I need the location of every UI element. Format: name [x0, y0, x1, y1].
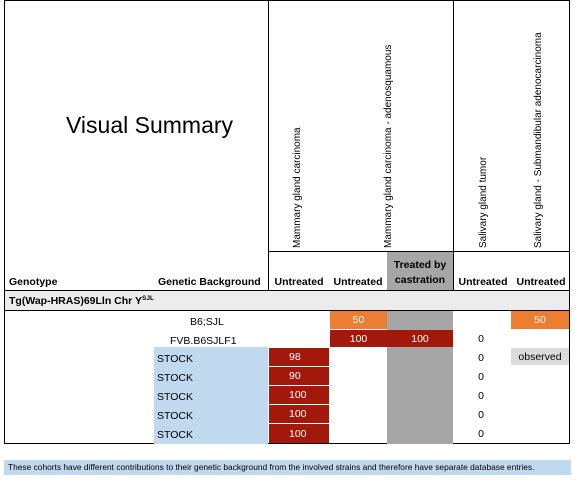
background-label: B6;SJL	[190, 316, 224, 328]
value-cell: 100	[269, 405, 329, 423]
value-cell: 0	[478, 409, 484, 421]
value-cell: 0	[478, 333, 484, 345]
genotype-row-band	[5, 291, 569, 310]
background-label: FVB.B6SJLF1	[170, 335, 237, 347]
footnote: These cohorts have different contributio…	[4, 460, 571, 475]
genotype-row-label: Tg(Wap-HRAS)69Lln Chr YSJL	[9, 295, 154, 307]
phenotype-label-mammary-carcinoma: Mammary gland carcinoma	[292, 127, 303, 248]
value-cell: 0	[478, 352, 484, 364]
genotype-row-line	[4, 310, 570, 311]
value-cell: 100	[330, 330, 387, 347]
background-label: STOCK	[157, 353, 193, 365]
genotype-name: Tg(Wap-HRAS)69Lln Chr Y	[9, 295, 142, 307]
background-label: STOCK	[157, 429, 193, 441]
treatment-header-1: Untreated	[274, 276, 324, 288]
treatment-header-5: Untreated	[516, 276, 566, 288]
value-cell: 0	[478, 371, 484, 383]
background-column-header: Genetic Background	[158, 276, 261, 288]
column-divider	[268, 0, 269, 291]
phenotype-label-salivary-submandibular: Salivary gland - Submandibular adenocarc…	[533, 32, 544, 248]
genotype-column-header: Genotype	[9, 276, 58, 288]
value-cell: 0	[478, 428, 484, 440]
column-divider	[453, 0, 454, 291]
treatment-header-4: Untreated	[458, 276, 508, 288]
background-label: STOCK	[157, 372, 193, 384]
background-label: STOCK	[157, 410, 193, 422]
treatment-header-3: Treated by castration	[387, 258, 453, 288]
treatment-header-2: Untreated	[333, 276, 383, 288]
genotype-superscript: SJL	[142, 295, 154, 302]
value-cell: 100	[387, 330, 453, 347]
value-cell: 100	[269, 386, 329, 404]
value-cell: 0	[478, 390, 484, 402]
stock-background-block	[154, 347, 268, 444]
header-underline	[268, 251, 570, 252]
value-cell: 50	[511, 311, 569, 329]
value-cell: 90	[269, 367, 329, 385]
phenotype-label-mammary-adenosquamous: Mammary gland carcinoma - adenosquamous	[383, 44, 394, 248]
observed-badge: observed	[511, 348, 569, 365]
value-cell: 100	[269, 424, 329, 443]
header-bottom-line	[4, 290, 570, 291]
phenotype-label-salivary-tumor: Salivary gland tumor	[478, 156, 489, 248]
background-label: STOCK	[157, 391, 193, 403]
treatment-header-3-label: Treated by castration	[393, 259, 447, 286]
page-title: Visual Summary	[66, 112, 234, 138]
castration-column-fill	[387, 252, 453, 444]
value-cell: 98	[269, 348, 329, 366]
value-cell: 50	[330, 311, 387, 329]
